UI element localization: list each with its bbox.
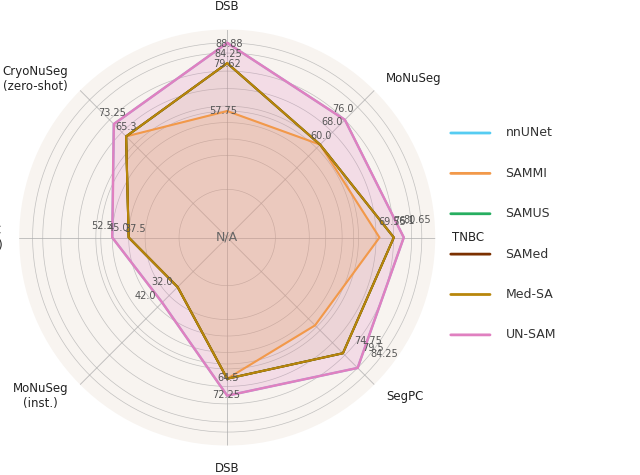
Text: 45.0: 45.0 <box>108 223 129 233</box>
Text: 76.1: 76.1 <box>393 216 415 226</box>
Text: DSB
(inst.): DSB (inst.) <box>210 462 244 475</box>
Polygon shape <box>126 111 380 379</box>
Text: 76.0: 76.0 <box>333 104 354 114</box>
Text: TNBC: TNBC <box>452 231 484 244</box>
Text: MoNuSeg: MoNuSeg <box>386 72 442 85</box>
Polygon shape <box>112 43 404 396</box>
Text: 84.25: 84.25 <box>214 48 242 58</box>
Text: 84.25: 84.25 <box>370 349 397 359</box>
Text: 52.5: 52.5 <box>91 221 113 231</box>
Text: 73.25: 73.25 <box>98 108 125 118</box>
Text: SAMMI: SAMMI <box>506 167 547 180</box>
Text: 79.5: 79.5 <box>362 342 383 352</box>
Text: nnUNet: nnUNet <box>506 126 552 140</box>
Text: 68.0: 68.0 <box>321 117 343 127</box>
Text: N/A: N/A <box>216 231 238 244</box>
Text: 37.5: 37.5 <box>124 224 145 234</box>
Text: SAMed: SAMed <box>506 247 549 261</box>
Text: SegPC: SegPC <box>386 390 424 403</box>
Text: MoNuSeg
(inst.): MoNuSeg (inst.) <box>13 382 68 410</box>
Text: 32.0: 32.0 <box>152 277 173 287</box>
Text: 60.0: 60.0 <box>310 131 332 141</box>
Text: 64.5: 64.5 <box>217 373 239 383</box>
Text: 88.88: 88.88 <box>215 38 243 48</box>
Text: UN-SAM: UN-SAM <box>506 328 556 342</box>
Text: 79.62: 79.62 <box>213 59 241 69</box>
Text: TNBC
(inst.): TNBC (inst.) <box>0 224 3 251</box>
Text: 57.75: 57.75 <box>209 106 237 116</box>
Text: 69.55: 69.55 <box>379 217 406 228</box>
Text: 65.3: 65.3 <box>115 122 137 132</box>
Text: 72.25: 72.25 <box>212 390 240 400</box>
Text: 42.0: 42.0 <box>134 291 156 301</box>
Text: Med-SA: Med-SA <box>506 288 554 301</box>
Text: CryoNuSeg
(zero-shot): CryoNuSeg (zero-shot) <box>3 65 68 93</box>
Text: DSB: DSB <box>215 0 239 13</box>
Polygon shape <box>126 63 394 379</box>
Text: 80.65: 80.65 <box>403 215 431 225</box>
Text: SAMUS: SAMUS <box>506 207 550 220</box>
Text: 74.75: 74.75 <box>354 336 382 346</box>
